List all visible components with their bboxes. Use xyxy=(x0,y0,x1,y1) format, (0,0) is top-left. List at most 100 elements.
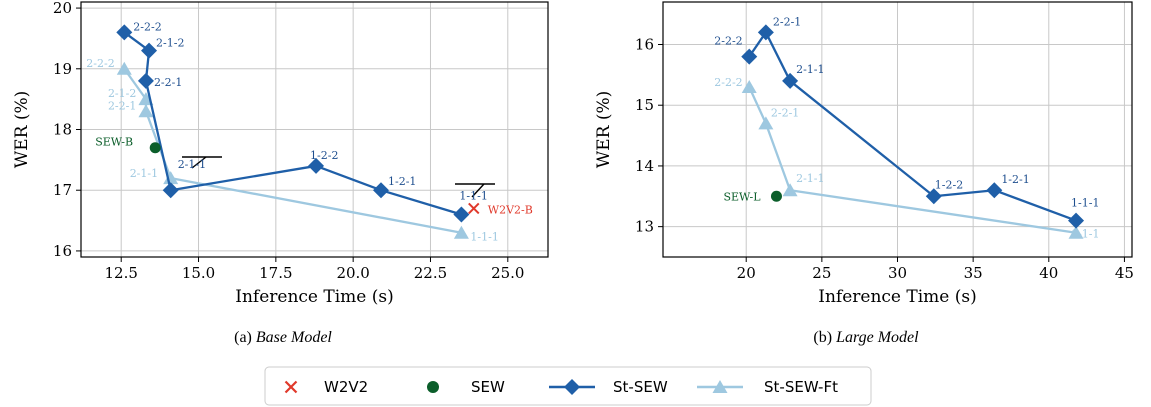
legend-label-w2v2: W2V2 xyxy=(324,378,368,396)
data-label: 2-1-1 xyxy=(130,167,158,180)
legend-entry-sew: SEW xyxy=(427,378,505,396)
data-point xyxy=(986,182,1003,199)
series-st-sew: 2-2-2 2-1-2 2-2-1 2-1-1 1-2-2 1-2-1 1-1-1 xyxy=(116,20,488,223)
data-label: 2-1-2 xyxy=(156,37,184,50)
y-tick-label: 15 xyxy=(635,96,654,114)
data-label: 1-1-1 xyxy=(470,231,498,244)
x-axis-label: Inference Time (s) xyxy=(235,287,394,307)
data-label: SEW-B xyxy=(95,136,133,149)
data-point xyxy=(1068,225,1084,239)
data-label: 2-2-2 xyxy=(714,76,742,89)
caption-base-model: (a) Base Model xyxy=(234,329,332,346)
y-tick-label: 18 xyxy=(53,121,72,139)
data-label: 2-1-1 xyxy=(178,158,206,171)
legend-label-st-sew-ft: St-SEW-Ft xyxy=(764,378,838,396)
legend-entry-st-sew: St-SEW xyxy=(549,378,668,396)
y-tick-label: 20 xyxy=(53,0,72,17)
legend-entry-st-sew-ft: St-SEW-Ft xyxy=(697,378,838,396)
data-label: 2-1-2 xyxy=(108,87,136,100)
legend-label-sew: SEW xyxy=(471,378,505,396)
x-tick-label: 25 xyxy=(812,264,831,282)
x-tick-label: 15.0 xyxy=(182,264,215,282)
series-sew: SEW-B xyxy=(95,136,161,154)
y-tick-label: 19 xyxy=(53,60,72,78)
chart-large-model: 20 25 30 35 40 45 13 14 15 16 Inference Time (s) WE… xyxy=(594,1,1134,307)
data-label: 2-2-2 xyxy=(133,20,161,33)
x-tick-label: 45 xyxy=(1115,264,1134,282)
caption-prefix: (b) xyxy=(813,329,836,346)
plot-frame xyxy=(80,1,549,258)
data-label: W2V2-B xyxy=(488,203,533,216)
data-label: 2-1-1 xyxy=(796,63,824,76)
x-tick-label: 12.5 xyxy=(105,264,138,282)
y-tick-label: 16 xyxy=(635,36,654,54)
y-tick-label: 17 xyxy=(53,181,72,199)
data-point xyxy=(116,24,133,41)
legend-marker-st-sew xyxy=(564,379,580,395)
series-line-st-sew-ft xyxy=(123,68,462,234)
data-label: 1-2-1 xyxy=(1001,173,1029,186)
data-point xyxy=(163,171,179,185)
data-label: 2-2-1 xyxy=(773,15,801,28)
x-tick-label: 35 xyxy=(964,264,983,282)
caption-title: Large Model xyxy=(835,329,919,346)
data-point xyxy=(770,190,782,202)
legend-marker-sew xyxy=(427,381,439,393)
x-tick-label: 20.0 xyxy=(336,264,369,282)
x-tick-label: 30 xyxy=(888,264,907,282)
data-point xyxy=(453,225,469,239)
data-label: 2-2-2 xyxy=(714,35,742,48)
data-point xyxy=(468,202,480,215)
data-point xyxy=(453,206,470,223)
x-tick-label: 22.5 xyxy=(414,264,447,282)
x-tick-label: 20 xyxy=(737,264,756,282)
legend: W2V2 SEW St-SEW St-SEW-Ft xyxy=(264,366,872,406)
data-point xyxy=(137,72,154,89)
data-point xyxy=(116,61,132,75)
y-tick-label: 13 xyxy=(635,218,654,236)
legend-marker-st-sew-ft xyxy=(712,380,728,393)
plot-frame xyxy=(662,1,1133,258)
data-label: 1-1-1 xyxy=(459,190,487,203)
data-point xyxy=(782,72,799,89)
data-label: 2-2-1 xyxy=(154,76,182,89)
data-point xyxy=(1068,212,1085,229)
y-axis-label: WER (%) xyxy=(12,91,32,169)
y-axis-label: WER (%) xyxy=(594,91,614,169)
data-point xyxy=(308,157,325,174)
annotation-leader xyxy=(191,156,207,169)
y-tick-label: 16 xyxy=(53,242,72,260)
data-label: 2-2-2 xyxy=(86,57,114,70)
data-point xyxy=(149,142,161,154)
legend-label-st-sew: St-SEW xyxy=(613,378,668,396)
data-point xyxy=(741,80,757,93)
caption-large-model: (b) Large Model xyxy=(813,329,919,346)
data-point xyxy=(741,48,758,65)
data-label: SEW-L xyxy=(723,190,761,203)
data-point xyxy=(372,182,389,199)
y-tick-label: 14 xyxy=(635,157,654,175)
data-label: 2-1-1 xyxy=(796,172,824,185)
data-label: 1-1-1 xyxy=(1071,228,1099,241)
data-point xyxy=(138,104,154,118)
data-label: 1-2-1 xyxy=(388,175,416,188)
x-tick-label: 25.0 xyxy=(491,264,524,282)
data-point xyxy=(758,116,774,130)
data-label: 2-2-1 xyxy=(771,106,799,119)
legend-entry-w2v2: W2V2 xyxy=(284,378,368,396)
series-st-sew-ft: 2-2-2 2-2-1 2-1-1 1-1-1 xyxy=(714,76,1099,241)
x-tick-label: 17.5 xyxy=(259,264,292,282)
legend-marker-w2v2 xyxy=(284,380,298,394)
chart-base-model: 12.5 15.0 17.5 20.0 22.5 25.0 16 17 18 19 20 Infere… xyxy=(12,0,549,307)
caption-title: Base Model xyxy=(256,329,333,346)
series-line-st-sew-ft xyxy=(748,86,1077,234)
data-point xyxy=(757,24,774,41)
series-sew: SEW-L xyxy=(723,190,782,203)
data-label: 1-1-1 xyxy=(1071,197,1099,210)
caption-prefix: (a) xyxy=(234,329,256,346)
data-point xyxy=(782,183,798,197)
data-point xyxy=(925,188,942,205)
data-point xyxy=(162,182,179,199)
data-label: 1-2-2 xyxy=(935,178,963,191)
